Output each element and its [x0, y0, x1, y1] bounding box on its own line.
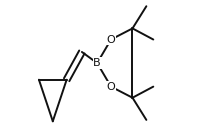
Text: B: B — [93, 58, 101, 68]
Text: O: O — [107, 82, 115, 92]
Text: O: O — [107, 34, 115, 45]
